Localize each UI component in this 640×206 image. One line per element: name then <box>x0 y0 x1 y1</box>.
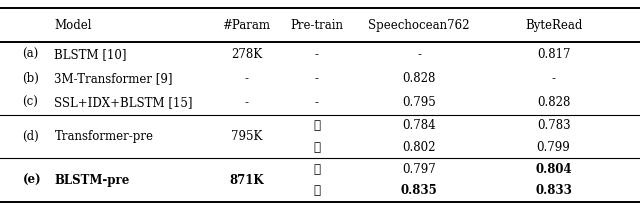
Text: -: - <box>552 72 556 85</box>
Text: -: - <box>244 96 248 109</box>
Text: ✓: ✓ <box>314 185 320 198</box>
Text: BLSTM-pre: BLSTM-pre <box>54 174 130 187</box>
Text: 0.817: 0.817 <box>537 48 570 61</box>
Text: 0.802: 0.802 <box>403 141 436 154</box>
Text: 0.828: 0.828 <box>537 96 570 109</box>
Text: (b): (b) <box>22 72 39 85</box>
Text: -: - <box>315 48 319 61</box>
Text: ✗: ✗ <box>314 163 320 176</box>
Text: 795K: 795K <box>230 130 262 143</box>
Text: ✓: ✓ <box>314 141 320 154</box>
Text: BLSTM [10]: BLSTM [10] <box>54 48 127 61</box>
Text: 0.795: 0.795 <box>403 96 436 109</box>
Text: -: - <box>244 72 248 85</box>
Text: -: - <box>417 48 421 61</box>
Text: ✗: ✗ <box>314 119 320 132</box>
Text: 0.835: 0.835 <box>401 185 438 198</box>
Text: Speechocean762: Speechocean762 <box>369 19 470 32</box>
Text: 0.784: 0.784 <box>403 119 436 132</box>
Text: 0.797: 0.797 <box>403 163 436 176</box>
Text: ByteRead: ByteRead <box>525 19 582 32</box>
Text: 0.783: 0.783 <box>537 119 570 132</box>
Text: 0.804: 0.804 <box>535 163 572 176</box>
Text: 278K: 278K <box>231 48 262 61</box>
Text: (a): (a) <box>22 48 38 61</box>
Text: #Param: #Param <box>223 19 270 32</box>
Text: -: - <box>315 96 319 109</box>
Text: SSL+IDX+BLSTM [15]: SSL+IDX+BLSTM [15] <box>54 96 193 109</box>
Text: Model: Model <box>54 19 92 32</box>
Text: Transformer-pre: Transformer-pre <box>54 130 154 143</box>
Text: 0.799: 0.799 <box>537 141 570 154</box>
Text: (d): (d) <box>22 130 39 143</box>
Text: 3M-Transformer [9]: 3M-Transformer [9] <box>54 72 173 85</box>
Text: 0.828: 0.828 <box>403 72 436 85</box>
Text: (e): (e) <box>22 174 41 187</box>
Text: 0.833: 0.833 <box>535 185 572 198</box>
Text: Pre-train: Pre-train <box>291 19 343 32</box>
Text: 871K: 871K <box>229 174 264 187</box>
Text: (c): (c) <box>22 96 38 109</box>
Text: -: - <box>315 72 319 85</box>
